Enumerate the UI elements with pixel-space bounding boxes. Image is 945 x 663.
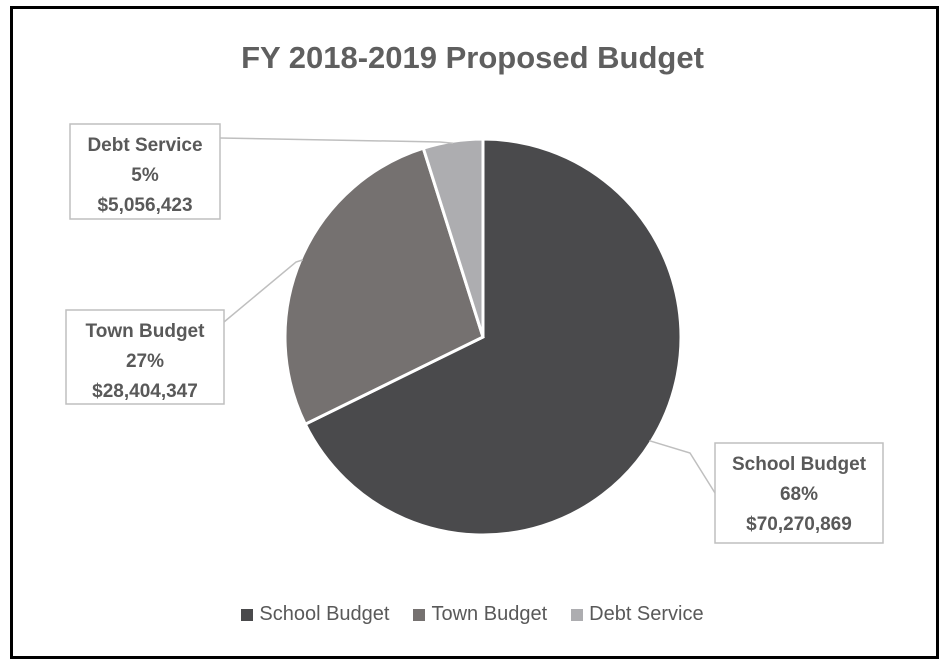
legend-item-town-budget: Town Budget — [413, 603, 547, 626]
leader-line-debt-service — [219, 137, 454, 145]
data-label-category-debt-service: Debt Service — [87, 135, 202, 156]
data-label-percent-school-budget: 68% — [780, 484, 818, 505]
legend-swatch-debt-service — [571, 608, 584, 621]
data-label-value-town-budget: $28,404,347 — [92, 381, 198, 402]
leader-line-town-budget — [223, 259, 304, 323]
chart-title: FY 2018-2019 Proposed Budget — [241, 40, 704, 75]
leader-line-school-budget — [649, 439, 716, 494]
data-label-percent-town-budget: 27% — [126, 351, 164, 372]
data-label-value-school-budget: $70,270,869 — [746, 514, 852, 535]
legend-item-school-budget: School Budget — [241, 603, 389, 626]
legend-label-town-budget: Town Budget — [431, 603, 548, 625]
data-label-category-town-budget: Town Budget — [86, 321, 206, 342]
legend-label-debt-service: Debt Service — [589, 603, 704, 625]
legend-swatch-town-budget — [413, 608, 426, 621]
data-label-box-debt-service — [69, 123, 221, 220]
data-label-percent-debt-service: 5% — [131, 165, 159, 186]
data-label-box-town-budget — [65, 309, 225, 405]
pie-slice-debt-service — [421, 137, 485, 338]
data-label-value-debt-service: $5,056,423 — [97, 195, 192, 216]
data-label-category-school-budget: School Budget — [732, 454, 867, 475]
legend-swatch-school-budget — [241, 608, 254, 621]
data-label-box-school-budget — [714, 442, 884, 544]
pie-slice-town-budget — [283, 146, 485, 427]
legend-item-debt-service: Debt Service — [571, 603, 704, 626]
legend-label-school-budget: School Budget — [259, 603, 390, 625]
chart-legend: School Budget Town Budget Debt Service — [0, 603, 945, 626]
